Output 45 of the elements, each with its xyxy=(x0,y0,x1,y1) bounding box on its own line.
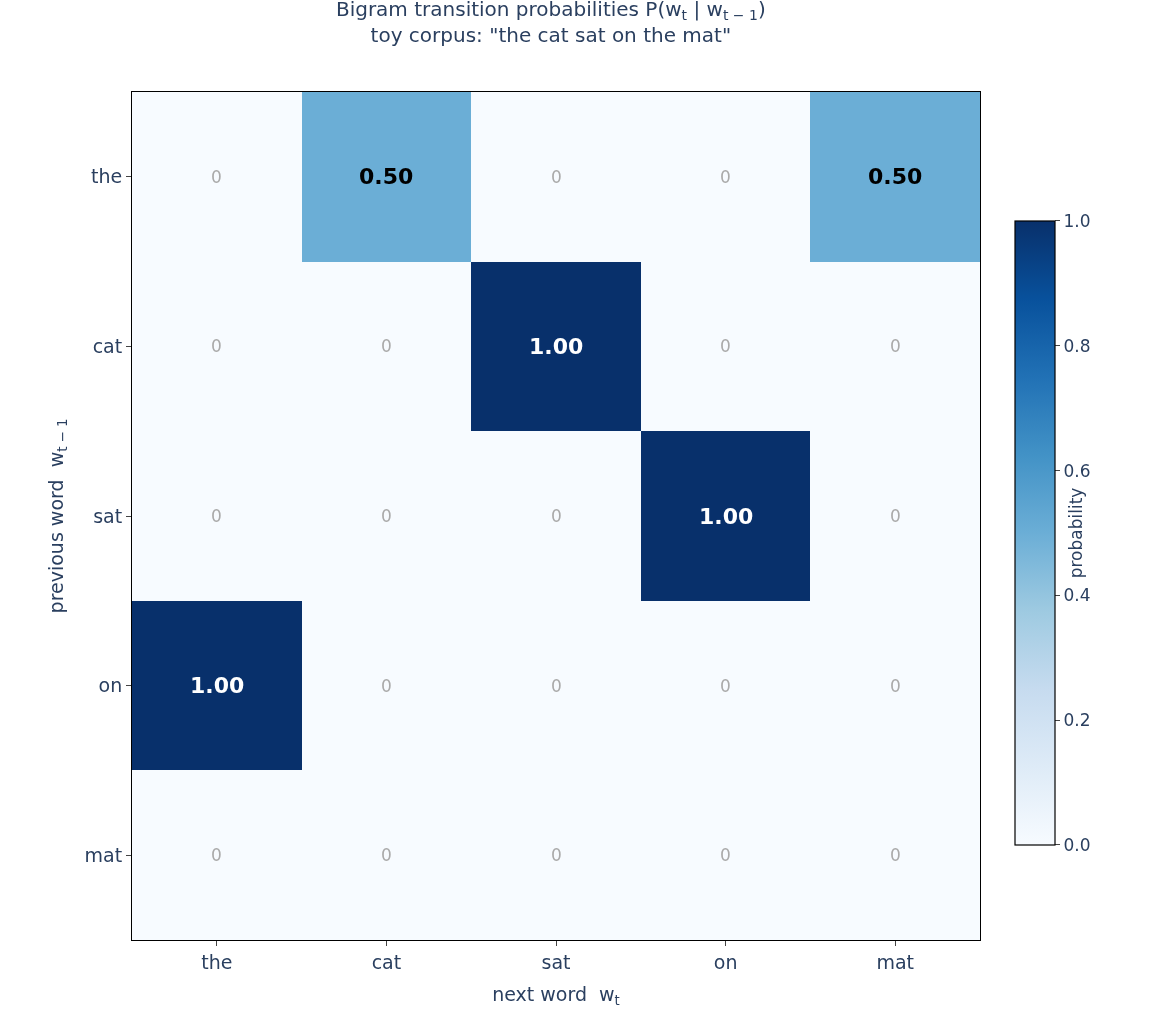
x-tick-label: sat xyxy=(541,950,571,973)
y-tick-label: the xyxy=(91,165,123,188)
data-label: 0 xyxy=(890,336,901,356)
data-label: 0 xyxy=(211,167,222,187)
data-label: 0 xyxy=(551,167,562,187)
data-label: 0 xyxy=(381,336,392,356)
data-label: 0 xyxy=(890,676,901,696)
data-label: 0 xyxy=(720,845,731,865)
color-bar-label: 0.8 xyxy=(1063,335,1091,356)
chart-subtitle: toy corpus: "the cat sat on the mat" xyxy=(370,22,732,47)
data-label: 0 xyxy=(890,845,901,865)
x-tick-label: the xyxy=(201,950,233,973)
y-tick-label: mat xyxy=(84,843,123,866)
data-label: 0 xyxy=(720,167,731,187)
x-tick-label: cat xyxy=(371,950,402,973)
y-tick-label: sat xyxy=(93,504,123,527)
data-label: 0 xyxy=(211,506,222,526)
color-bar-title: probability xyxy=(1066,487,1087,579)
color-bar-label: 0.6 xyxy=(1063,460,1091,481)
data-label: 0 xyxy=(720,336,731,356)
data-label: 0 xyxy=(551,845,562,865)
color-bar-label: 0.0 xyxy=(1063,834,1091,855)
data-label: 0.50 xyxy=(359,164,414,189)
y-tick-label: on xyxy=(98,674,123,697)
data-label: 0 xyxy=(211,336,222,356)
data-label: 0 xyxy=(381,845,392,865)
x-tick-label: mat xyxy=(876,950,914,973)
data-label: 0 xyxy=(381,676,392,696)
y-tick-label: cat xyxy=(92,335,123,358)
chart-title: Bigram transition probabilities P(w$_{t}$ | w$_{t − 1}$) xyxy=(335,0,766,23)
color-bar-label: 1.0 xyxy=(1063,210,1091,231)
data-label: 0 xyxy=(551,506,562,526)
color-bar-label: 0.4 xyxy=(1063,585,1091,606)
color-bar-label: 0.2 xyxy=(1063,710,1091,731)
x-axis-title: next word w$_{t}$ xyxy=(492,982,620,1008)
data-label: 1.00 xyxy=(529,334,584,359)
data-label: 1.00 xyxy=(699,504,754,529)
data-label: 1.00 xyxy=(190,673,245,698)
data-label: 0 xyxy=(890,506,901,526)
data-label: 0.50 xyxy=(868,164,923,189)
x-tick-label: on xyxy=(713,950,738,973)
data-label: 0 xyxy=(381,506,392,526)
data-label: 0 xyxy=(720,676,731,696)
data-label: 0 xyxy=(551,676,562,696)
data-label: 0 xyxy=(211,845,222,865)
